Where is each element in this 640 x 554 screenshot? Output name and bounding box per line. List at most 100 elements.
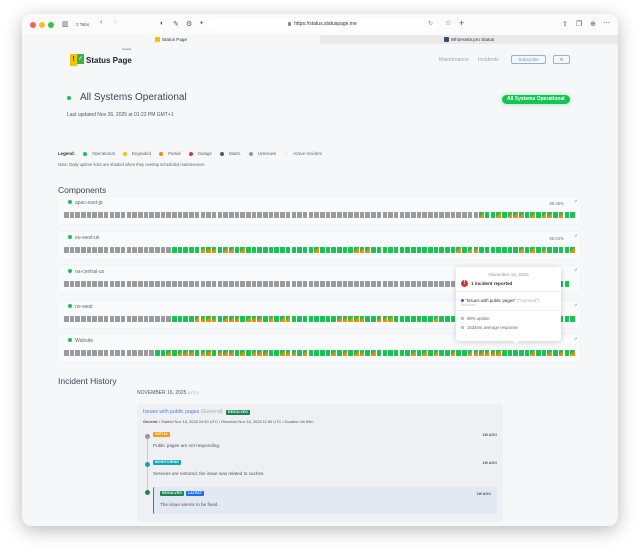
uptime-tick[interactable] [314, 246, 319, 253]
uptime-tick[interactable] [228, 315, 234, 322]
uptime-tick[interactable] [223, 212, 228, 218]
uptime-tick[interactable] [422, 212, 427, 218]
uptime-tick[interactable] [422, 246, 427, 253]
uptime-tick[interactable] [376, 246, 382, 253]
uptime-tick[interactable] [132, 246, 137, 253]
uptime-tick[interactable] [194, 212, 200, 218]
uptime-tick[interactable] [433, 212, 439, 218]
uptime-tick[interactable] [467, 350, 473, 357]
uptime-tick[interactable] [558, 315, 564, 322]
uptime-tick[interactable] [450, 246, 456, 253]
uptime-tick[interactable] [217, 246, 223, 253]
uptime-tick[interactable] [120, 281, 126, 288]
uptime-tick[interactable] [541, 350, 547, 357]
uptime-tick[interactable] [86, 281, 92, 288]
uptime-tick[interactable] [206, 350, 211, 357]
uptime-tick[interactable] [98, 212, 103, 218]
uptime-tick[interactable] [246, 212, 251, 218]
uptime-tick[interactable] [92, 315, 98, 322]
uptime-tick[interactable] [263, 315, 268, 322]
uptime-tick[interactable] [132, 350, 137, 357]
uptime-tick[interactable] [234, 281, 240, 288]
uptime-tick[interactable] [314, 315, 319, 322]
uptime-tick[interactable] [109, 212, 115, 218]
uptime-tick[interactable] [365, 212, 371, 218]
reload-icon[interactable]: ↻ [428, 21, 434, 27]
uptime-tick[interactable] [331, 212, 336, 218]
uptime-tick[interactable] [132, 281, 137, 288]
uptime-tick[interactable] [496, 246, 501, 253]
uptime-tick[interactable] [223, 246, 228, 253]
uptime-tick[interactable] [251, 246, 257, 253]
uptime-tick[interactable] [166, 350, 171, 357]
uptime-tick[interactable] [172, 212, 177, 218]
uptime-tick[interactable] [439, 350, 444, 357]
uptime-tick[interactable] [507, 350, 513, 357]
uptime-tick[interactable] [92, 246, 98, 253]
uptime-tick[interactable] [348, 246, 353, 253]
uptime-tick[interactable] [92, 281, 98, 288]
uptime-tick[interactable] [524, 212, 530, 218]
uptime-tick[interactable] [268, 315, 274, 322]
uptime-tick[interactable] [416, 350, 422, 357]
uptime-tick[interactable] [297, 350, 302, 357]
uptime-tick[interactable] [484, 350, 490, 357]
uptime-tick[interactable] [439, 212, 444, 218]
uptime-tick[interactable] [280, 350, 285, 357]
uptime-tick[interactable] [75, 315, 80, 322]
uptime-tick[interactable] [69, 212, 75, 218]
uptime-tick[interactable] [189, 281, 194, 288]
uptime-tick[interactable] [376, 315, 382, 322]
uptime-tick[interactable] [92, 350, 98, 357]
uptime-tick[interactable] [308, 281, 314, 288]
uptime-tick[interactable] [223, 350, 228, 357]
uptime-tick[interactable] [120, 212, 126, 218]
uptime-tick[interactable] [479, 246, 484, 253]
uptime-tick[interactable] [291, 246, 297, 253]
sidebar-icon[interactable]: ▥ [62, 21, 69, 28]
uptime-tick[interactable] [137, 281, 143, 288]
uptime-tick[interactable] [98, 315, 103, 322]
uptime-tick[interactable] [143, 315, 149, 322]
uptime-tick[interactable] [194, 350, 200, 357]
uptime-tick[interactable] [376, 350, 382, 357]
uptime-tick[interactable] [172, 350, 177, 357]
uptime-tick[interactable] [75, 212, 80, 218]
uptime-tick[interactable] [354, 350, 359, 357]
uptime-tick[interactable] [416, 315, 422, 322]
uptime-tick[interactable] [519, 212, 524, 218]
uptime-tick[interactable] [564, 315, 570, 322]
uptime-tick[interactable] [81, 212, 86, 218]
uptime-tick[interactable] [177, 315, 183, 322]
uptime-tick[interactable] [274, 246, 280, 253]
uptime-tick[interactable] [280, 246, 285, 253]
new-tab-icon[interactable]: + [459, 18, 465, 28]
uptime-tick[interactable] [428, 281, 433, 288]
close-window-button[interactable] [30, 22, 36, 28]
uptime-tick[interactable] [64, 281, 69, 288]
uptime-tick[interactable] [570, 246, 575, 253]
uptime-tick[interactable] [490, 350, 496, 357]
uptime-tick[interactable] [371, 315, 376, 322]
uptime-tick[interactable] [570, 350, 575, 357]
settings-extension-icon[interactable]: ⚙ [186, 21, 193, 28]
uptime-tick[interactable] [86, 246, 92, 253]
uptime-tick[interactable] [263, 281, 268, 288]
uptime-tick[interactable] [314, 281, 319, 288]
uptime-tick[interactable] [149, 315, 154, 322]
uptime-tick[interactable] [558, 350, 564, 357]
uptime-tick[interactable] [536, 350, 541, 357]
uptime-tick[interactable] [194, 315, 200, 322]
uptime-tick[interactable] [399, 315, 405, 322]
uptime-tick[interactable] [536, 212, 541, 218]
logo[interactable]: ! ✓ Status Page [70, 53, 132, 67]
uptime-tick[interactable] [405, 281, 410, 288]
extension-icon[interactable]: ✎ [173, 21, 179, 28]
uptime-tick[interactable] [126, 212, 132, 218]
uptime-tick[interactable] [428, 246, 433, 253]
uptime-tick[interactable] [120, 350, 126, 357]
uptime-tick[interactable] [501, 246, 507, 253]
uptime-tick[interactable] [422, 350, 427, 357]
uptime-tick[interactable] [126, 315, 132, 322]
uptime-tick[interactable] [189, 212, 194, 218]
